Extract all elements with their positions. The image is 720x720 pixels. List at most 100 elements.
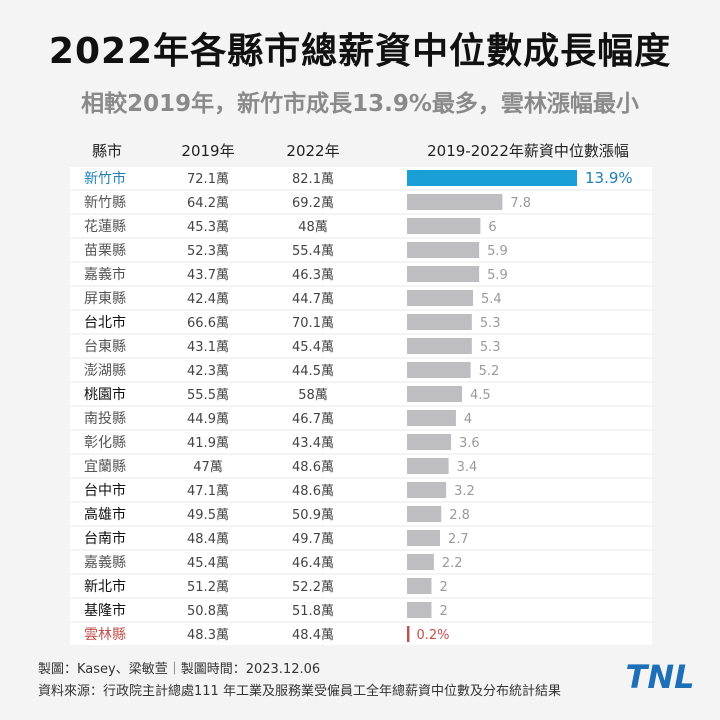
growth-label: 2.7 bbox=[448, 532, 469, 547]
salary-2019: 45.4萬 bbox=[187, 556, 229, 571]
growth-label: 2.8 bbox=[449, 508, 470, 523]
column-header: 2022年 bbox=[286, 142, 339, 160]
salary-2022: 49.7萬 bbox=[292, 532, 334, 547]
chart-title: 2022年各縣市總薪資中位數成長幅度 bbox=[48, 31, 672, 72]
salary-2022: 55.4萬 bbox=[292, 244, 334, 259]
table-row bbox=[70, 263, 652, 285]
table-row bbox=[70, 503, 652, 525]
salary-2019: 43.1萬 bbox=[187, 340, 229, 355]
table-row bbox=[70, 215, 652, 237]
county-name: 宜蘭縣 bbox=[84, 459, 126, 475]
salary-2019: 64.2萬 bbox=[187, 196, 229, 211]
growth-label: 3.4 bbox=[457, 460, 478, 475]
table-row bbox=[70, 383, 652, 405]
county-name: 新北市 bbox=[84, 578, 126, 595]
table-row bbox=[70, 527, 652, 549]
table-row bbox=[70, 551, 652, 573]
growth-bar bbox=[407, 314, 472, 330]
growth-label: 5.9 bbox=[487, 268, 508, 283]
growth-bar bbox=[407, 338, 472, 354]
growth-bar bbox=[407, 290, 474, 306]
salary-2022: 43.4萬 bbox=[292, 436, 334, 451]
growth-bar bbox=[407, 578, 432, 594]
salary-2022: 48.6萬 bbox=[292, 484, 334, 499]
growth-label: 13.9% bbox=[585, 169, 633, 187]
county-name: 雲林縣 bbox=[84, 627, 126, 643]
growth-bar bbox=[407, 530, 441, 546]
salary-2022: 46.7萬 bbox=[292, 412, 334, 427]
table-row bbox=[70, 455, 652, 477]
growth-label: 2 bbox=[439, 580, 447, 595]
county-name: 南投縣 bbox=[84, 411, 126, 427]
growth-bar bbox=[407, 554, 434, 570]
table-row bbox=[70, 311, 652, 333]
county-name: 新竹市 bbox=[84, 170, 126, 187]
salary-2022: 52.2萬 bbox=[292, 580, 334, 595]
growth-bar bbox=[407, 362, 471, 378]
salary-2019: 47.1萬 bbox=[187, 484, 229, 499]
county-name: 澎湖縣 bbox=[84, 363, 126, 379]
growth-bar bbox=[407, 218, 481, 234]
growth-label: 5.4 bbox=[481, 292, 502, 307]
growth-label: 5.2 bbox=[479, 364, 500, 379]
table-row bbox=[70, 623, 652, 645]
logo-text: TNL bbox=[626, 658, 695, 694]
growth-bar bbox=[407, 506, 442, 522]
growth-bar bbox=[407, 242, 480, 258]
table-row bbox=[70, 191, 652, 213]
salary-2019: 52.3萬 bbox=[187, 244, 229, 259]
growth-label: 3.6 bbox=[459, 436, 480, 451]
table-row bbox=[70, 575, 652, 597]
salary-2022: 46.3萬 bbox=[292, 268, 334, 283]
footer-credit: 製圖：Kasey、梁敏萱｜製圖時間：2023.12.06 bbox=[38, 662, 321, 677]
salary-2022: 46.4萬 bbox=[292, 556, 334, 571]
salary-2019: 50.8萬 bbox=[187, 604, 229, 619]
growth-bar bbox=[407, 410, 456, 426]
salary-2022: 51.8萬 bbox=[292, 604, 334, 619]
county-name: 彰化縣 bbox=[84, 434, 126, 451]
growth-label: 5.3 bbox=[480, 316, 501, 331]
growth-bar bbox=[407, 626, 410, 642]
salary-2019: 41.9萬 bbox=[187, 436, 229, 451]
salary-2019: 48.3萬 bbox=[187, 628, 229, 643]
growth-label: 5.9 bbox=[487, 244, 508, 259]
table-row bbox=[70, 479, 652, 501]
table-row bbox=[70, 431, 652, 453]
table-row bbox=[70, 407, 652, 429]
table-row bbox=[70, 599, 652, 621]
county-name: 台北市 bbox=[84, 314, 126, 331]
salary-2022: 50.9萬 bbox=[292, 508, 334, 523]
salary-2019: 42.3萬 bbox=[187, 364, 229, 379]
growth-label: 5.3 bbox=[480, 340, 501, 355]
salary-2019: 45.3萬 bbox=[187, 220, 229, 235]
table-row bbox=[70, 335, 652, 357]
county-name: 桃園市 bbox=[84, 386, 126, 403]
county-name: 高雄市 bbox=[84, 506, 126, 523]
salary-2019: 55.5萬 bbox=[187, 388, 229, 403]
county-name: 花蓮縣 bbox=[84, 219, 126, 235]
growth-label: 2.2 bbox=[442, 556, 463, 571]
salary-2022: 44.5萬 bbox=[292, 364, 334, 379]
salary-2019: 42.4萬 bbox=[187, 292, 229, 307]
salary-2019: 43.7萬 bbox=[187, 268, 229, 283]
column-header: 2019-2022年薪資中位數漲幅 bbox=[427, 142, 629, 160]
salary-2022: 45.4萬 bbox=[292, 340, 334, 355]
salary-2019: 66.6萬 bbox=[187, 316, 229, 331]
growth-label: 4 bbox=[464, 412, 472, 427]
county-name: 新竹縣 bbox=[84, 195, 126, 211]
salary-2019: 49.5萬 bbox=[187, 508, 229, 523]
salary-2022: 82.1萬 bbox=[292, 172, 334, 187]
salary-2022: 58萬 bbox=[298, 388, 328, 403]
growth-label: 7.8 bbox=[510, 196, 531, 211]
chart-subtitle: 相較2019年，新竹市成長13.9%最多，雲林漲幅最小 bbox=[81, 91, 639, 117]
county-name: 嘉義市 bbox=[84, 266, 126, 283]
growth-label: 4.5 bbox=[470, 388, 491, 403]
growth-bar bbox=[407, 602, 432, 618]
column-header: 縣市 bbox=[92, 142, 122, 160]
growth-label: 3.2 bbox=[454, 484, 475, 499]
growth-bar bbox=[407, 266, 480, 282]
salary-2019: 51.2萬 bbox=[187, 580, 229, 595]
table-row bbox=[70, 287, 652, 309]
salary-2022: 70.1萬 bbox=[292, 316, 334, 331]
